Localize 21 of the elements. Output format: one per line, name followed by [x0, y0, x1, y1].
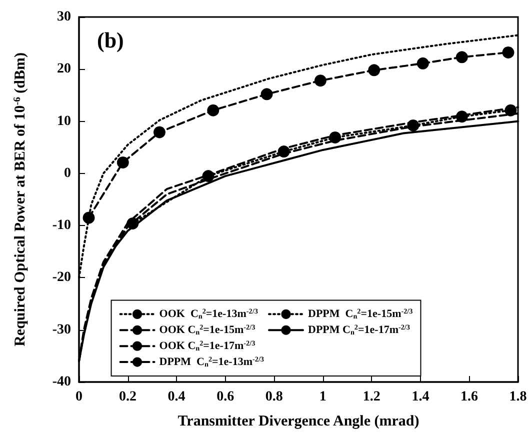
y-tick-label: 20	[57, 62, 71, 77]
y-tick-label: 10	[57, 114, 71, 129]
y-axis-title: Required Optical Power at BER of 10-6 (dBm)	[12, 52, 29, 346]
y-tick-label: 30	[57, 10, 71, 24]
x-tick-label: 0.6	[216, 390, 234, 404]
y-tick-label: -20	[52, 270, 71, 286]
x-tick-label: 0.8	[265, 390, 283, 404]
x-tick-label: 1	[319, 390, 326, 404]
text: (b)	[97, 28, 124, 52]
x-tick-label: 1.4	[412, 390, 430, 404]
x-axis-title: Transmitter Divergence Angle (mrad)	[178, 414, 420, 430]
y-tick-label: -10	[52, 218, 71, 234]
y-tick-label: -30	[52, 322, 71, 338]
x-tick-label: 1.8	[509, 390, 527, 404]
x-tick-label: 0.2	[119, 390, 137, 404]
x-tick-label: 0.4	[168, 390, 186, 404]
x-tick-label: 1.2	[362, 390, 380, 404]
y-tick-label: -40	[52, 374, 71, 390]
x-tick-label: 1.6	[460, 390, 478, 404]
x-tick-label: 0	[76, 390, 82, 404]
y-tick-label: 0	[64, 166, 71, 181]
